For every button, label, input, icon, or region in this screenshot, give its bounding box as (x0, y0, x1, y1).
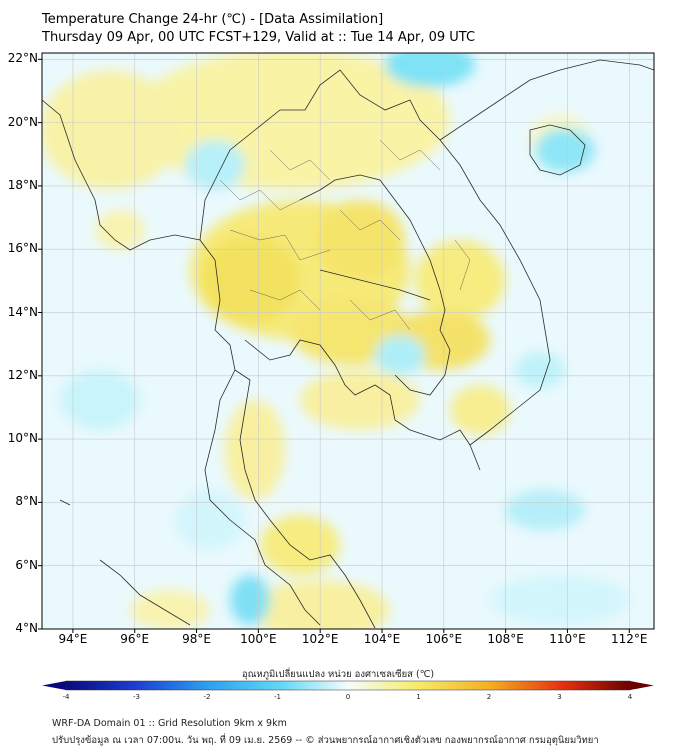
colorbar-max-arrow (630, 681, 654, 690)
province-borders (219, 139, 471, 331)
lat-label: 12°N (7, 367, 38, 382)
map-subtitle: Thursday 09 Apr, 00 UTC FCST+129, Valid … (42, 30, 476, 45)
colorbar-tick-label: -1 (274, 693, 281, 701)
colorbar-tick-label: 0 (345, 693, 351, 701)
lon-label: 108°E (487, 632, 524, 646)
axis-ticks (38, 58, 630, 633)
lon-label: 102°E (301, 632, 339, 646)
lon-label: 94°E (58, 632, 88, 646)
map-frame (41, 52, 655, 630)
colorbar-tick-label: 4 (627, 693, 633, 701)
country-borders (42, 59, 654, 629)
map-title: Temperature Change 24-hr (℃) - [Data Ass… (42, 12, 384, 27)
colorbar-tick-label: -3 (133, 693, 140, 701)
colorbar-title: อุณหภูมิเปลี่ยนแปลง หน่วย องศาเซลเซียส (… (241, 669, 435, 680)
lat-label: 22°N (7, 51, 38, 66)
lat-label: 20°N (7, 114, 38, 129)
lon-label: 100°E (240, 632, 277, 646)
lat-label: 18°N (7, 177, 38, 192)
lat-label: 8°N (15, 494, 38, 509)
footer-model-info: WRF-DA Domain 01 :: Grid Resolution 9km … (52, 718, 287, 729)
field-layer (42, 53, 654, 629)
colorbar-min-arrow (42, 681, 66, 690)
colorbar-tick-label: 3 (557, 693, 562, 701)
colorbar-tick-label: -2 (203, 693, 211, 701)
colorbar-tick-label: 2 (486, 693, 492, 701)
footer-update-info: ปรับปรุงข้อมูล ณ เวลา 07:00น. วัน พฤ. ที… (52, 735, 599, 746)
lat-label: 6°N (15, 557, 38, 572)
lat-label: 10°N (7, 431, 38, 446)
lon-label: 104°E (363, 632, 401, 646)
lat-label: 16°N (7, 241, 38, 256)
lon-label: 98°E (182, 632, 211, 646)
colorbar-tick-label: -4 (62, 693, 70, 701)
colorbar-tick-label: 1 (416, 693, 421, 701)
graticule (42, 53, 654, 629)
lat-label: 14°N (7, 304, 38, 319)
lon-label: 110°E (549, 632, 586, 646)
lon-label: 112°E (611, 632, 648, 646)
colorbar (65, 680, 631, 691)
lat-label: 4°N (15, 621, 38, 635)
lon-label: 106°E (425, 632, 463, 646)
lon-label: 96°E (120, 632, 150, 646)
